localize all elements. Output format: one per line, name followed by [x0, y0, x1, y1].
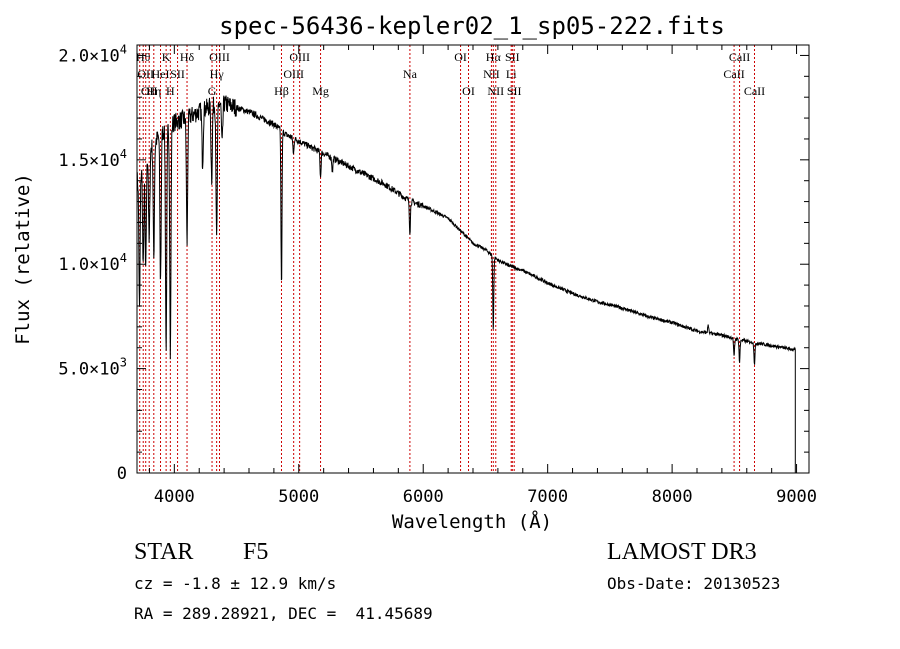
annotation-label: Hγ — [210, 67, 225, 81]
object-subclass: F5 — [243, 539, 269, 565]
annotation-label: OIII — [209, 50, 230, 64]
annotation-label: OIII — [289, 50, 310, 64]
annotation-label: NII — [483, 67, 500, 81]
y-tick-mantissa: 2.0×10 — [58, 46, 119, 66]
y-tick-mantissa: 5.0×10 — [58, 360, 119, 380]
y-tick-label: 0 — [117, 464, 127, 484]
x-tick-label: 8000 — [652, 487, 693, 507]
annotation-label: Hη — [146, 84, 161, 98]
y-axis-label: Flux (relative) — [12, 173, 34, 345]
y-tick-exponent: 4 — [120, 147, 127, 161]
annotation-label: SII — [170, 67, 185, 81]
annotation-label: Mg — [312, 84, 329, 98]
annotation-label: SII — [507, 84, 522, 98]
x-tick-label: 6000 — [403, 487, 444, 507]
annotation-layer: HθOIIOIIHηHeIKHSIIHδGHγOIIIHβOIIIOIIIMgN… — [136, 45, 765, 473]
observation-date: Obs-Date: 20130523 — [607, 574, 781, 593]
annotation-label: SII — [505, 50, 520, 64]
y-tick-exponent: 4 — [120, 251, 127, 265]
annotation-label: Na — [403, 67, 418, 81]
annotation-label: H — [166, 84, 175, 98]
annotation-label: Hδ — [180, 50, 195, 64]
y-tick-label: 5.0×103 — [58, 356, 127, 380]
annotation-label: K — [162, 50, 171, 64]
annotation-label: NII — [487, 84, 504, 98]
y-tick-exponent: 3 — [120, 356, 127, 370]
survey-name: LAMOST DR3 — [607, 539, 757, 565]
x-tick-label: 5000 — [278, 487, 319, 507]
y-tick-label: 2.0×104 — [58, 42, 127, 66]
annotation-label: OI — [462, 84, 475, 98]
x-tick-label: 7000 — [527, 487, 568, 507]
x-tick-label: 4000 — [154, 487, 195, 507]
annotation-label: OII — [137, 67, 154, 81]
spectrum-layer — [136, 95, 796, 473]
x-tick-label: 9000 — [776, 487, 817, 507]
annotation-label: OI — [454, 50, 467, 64]
annotation-label: Hθ — [136, 50, 151, 64]
annotation-label: OIII — [283, 67, 304, 81]
y-tick-label: 1.5×104 — [58, 147, 127, 171]
annotation-label: CaII — [744, 84, 765, 98]
annotation-label: G — [208, 84, 217, 98]
object-class: STAR — [134, 539, 194, 565]
y-tick-mantissa: 1.0×10 — [58, 255, 119, 275]
chart-title: spec-56436-kepler02_1_sp05-222.fits — [219, 12, 725, 40]
annotation-label: Hα — [486, 50, 502, 64]
annotation-label: CaII — [729, 50, 750, 64]
spectrum-line — [136, 95, 796, 473]
redshift-text: cz = -1.8 ± 12.9 km/s — [134, 574, 337, 593]
coordinates-text: RA = 289.28921, DEC = 41.45689 — [134, 604, 433, 623]
annotation-label: CaII — [723, 67, 744, 81]
y-tick-mantissa: 0 — [117, 464, 127, 484]
y-tick-exponent: 4 — [120, 42, 127, 56]
axis-layer: 4000 5000 6000 7000 8000 900005.0×1031.0×1041… — [58, 42, 817, 507]
y-tick-label: 1.0×104 — [58, 251, 127, 275]
annotation-label: Li — [506, 67, 517, 81]
annotation-label: Hβ — [274, 84, 289, 98]
y-tick-mantissa: 1.5×10 — [58, 151, 119, 171]
x-axis-label: Wavelength (Å) — [392, 510, 552, 533]
annotation-label: HeI — [152, 67, 170, 81]
